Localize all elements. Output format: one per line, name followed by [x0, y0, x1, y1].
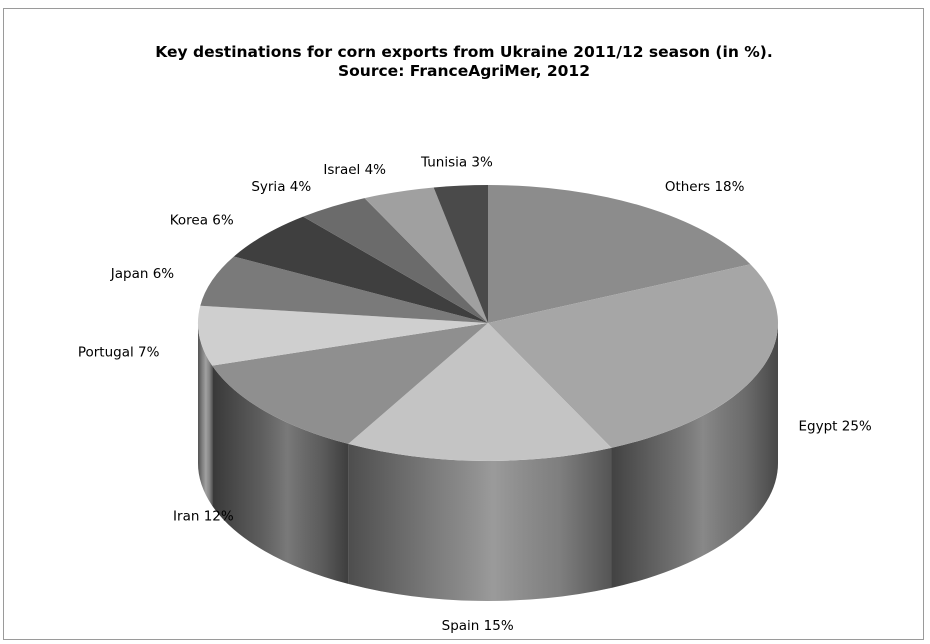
pie-label-others: Others 18% — [665, 179, 745, 195]
pie-slice-portugal — [198, 305, 489, 366]
pie-slice-tunisia — [433, 185, 488, 323]
pie-slice-syria — [303, 198, 488, 323]
pie-label-israel: Israel 4% — [323, 162, 386, 178]
pie-side-shading-portugal — [198, 323, 213, 506]
chart-title-line-1: Key destinations for corn exports from U… — [155, 43, 773, 61]
pie-side-shading-spain — [348, 443, 612, 601]
pie-slice-egypt — [488, 264, 778, 448]
pie-label-syria: Syria 4% — [251, 179, 311, 195]
pie-slice-spain — [348, 323, 612, 461]
pie-side-shading-egypt — [611, 323, 778, 588]
pie-label-iran: Iran 12% — [173, 509, 234, 525]
pie-label-spain: Spain 15% — [442, 618, 514, 634]
pie-chart: Key destinations for corn exports from U… — [78, 43, 872, 634]
pie-labels: Others 18% Egypt 25% Spain 15% Iran 12% Port… — [78, 155, 872, 634]
pie-label-portugal: Portugal 7% — [78, 344, 160, 360]
pie-top — [198, 185, 778, 461]
pie-side-shading-iran — [212, 365, 349, 584]
pie-sides — [198, 323, 778, 601]
pie-label-japan: Japan 6% — [110, 266, 175, 282]
pie-slice-japan — [200, 256, 488, 323]
chart-title-line-2: Source: FranceAgriMer, 2012 — [338, 62, 590, 80]
pie-label-tunisia: Tunisia 3% — [420, 155, 493, 171]
pie-slice-iran — [212, 323, 488, 444]
pie-slice-korea — [233, 216, 488, 323]
chart-frame: Key destinations for corn exports from U… — [3, 8, 924, 640]
pie-slice-others — [488, 185, 751, 323]
pie-label-korea: Korea 6% — [170, 213, 234, 229]
pie-slice-israel — [364, 187, 488, 323]
pie-label-egypt: Egypt 25% — [798, 418, 871, 434]
